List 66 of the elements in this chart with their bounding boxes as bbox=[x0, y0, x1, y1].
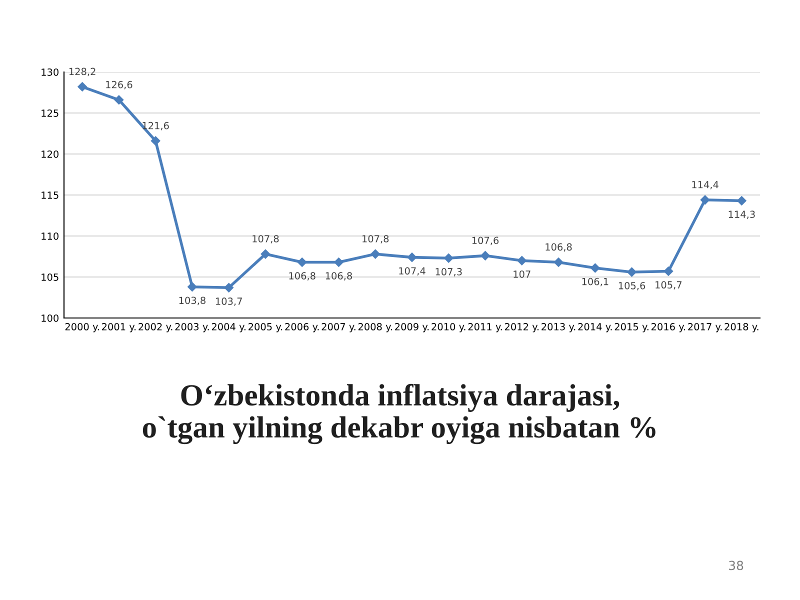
data-label: 107,8 bbox=[362, 235, 389, 244]
x-tick-label: 2013 y. bbox=[542, 323, 576, 332]
point bbox=[150, 136, 160, 146]
text: 38 bbox=[729, 560, 744, 570]
data-label: 107 bbox=[514, 270, 530, 278]
data-label: 105,7 bbox=[656, 281, 682, 290]
y-tick-label: 120 bbox=[42, 150, 58, 158]
data-label: 107,4 bbox=[399, 267, 426, 276]
point bbox=[554, 258, 564, 267]
point bbox=[370, 249, 380, 259]
x-tick-label: 2000 y. bbox=[65, 323, 99, 332]
data-label: 114,3 bbox=[728, 210, 755, 219]
x-tick-label: 2004 y. bbox=[212, 323, 246, 332]
data-label: 106,8 bbox=[289, 272, 316, 280]
y-tick-label: 130 bbox=[42, 68, 58, 76]
data-label: 103,8 bbox=[179, 296, 206, 306]
data-label: 128,2 bbox=[69, 68, 96, 76]
y-tick-label: 105 bbox=[42, 273, 58, 281]
data-label: 126,6 bbox=[106, 80, 132, 90]
y-tick-label: 115 bbox=[42, 192, 58, 199]
x-tick-label: 2002 y. bbox=[138, 323, 172, 332]
point bbox=[700, 195, 710, 205]
data-label: 114,4 bbox=[692, 181, 718, 190]
data-label: 106,8 bbox=[326, 272, 352, 280]
y-tick-label: 100 bbox=[42, 314, 58, 322]
data-label: 106,1 bbox=[582, 278, 608, 286]
y-tick-label: 110 bbox=[42, 232, 58, 240]
data-label: 107,6 bbox=[472, 236, 499, 246]
point bbox=[737, 196, 746, 206]
point bbox=[188, 282, 197, 292]
point bbox=[664, 266, 674, 276]
x-tick-label: 2007 y. bbox=[322, 323, 356, 332]
x-tick-label: 2008 y. bbox=[358, 323, 392, 332]
x-tick-label: 2003 y. bbox=[175, 323, 209, 332]
x-tick-label: 2010 y. bbox=[432, 323, 466, 332]
x-tick-label: 2014 y. bbox=[578, 323, 612, 332]
point bbox=[627, 267, 636, 277]
x-tick-label: 2012 y. bbox=[504, 323, 538, 332]
point bbox=[590, 263, 600, 273]
x-tick-label: 2018 y. bbox=[724, 323, 758, 332]
data-label: 106,8 bbox=[546, 243, 572, 252]
point bbox=[480, 251, 490, 260]
point bbox=[517, 256, 527, 266]
data-label: 107,8 bbox=[252, 235, 279, 244]
point bbox=[78, 82, 87, 92]
x-tick-label: 2001 y. bbox=[102, 323, 136, 332]
y-tick-label: 125 bbox=[42, 109, 58, 117]
x-tick-label: 2009 y. bbox=[395, 323, 429, 332]
x-tick-label: 2011 y. bbox=[468, 323, 502, 332]
x-tick-label: 2005 y. bbox=[248, 323, 282, 332]
data-label: 121,6 bbox=[142, 122, 169, 130]
point bbox=[334, 258, 344, 267]
point bbox=[224, 283, 234, 292]
x-tick-label: 2017 y. bbox=[688, 323, 722, 332]
point bbox=[260, 249, 270, 259]
x-tick-label: 2006 y. bbox=[285, 323, 319, 332]
data-label: 103,7 bbox=[216, 298, 242, 306]
x-tick-label: 2015 y. bbox=[614, 323, 648, 332]
x-tick-label: 2016 y. bbox=[651, 323, 686, 332]
text: O‘zbekistonda inflatsiya darajasi, o`tgan yilning dekabr oyiga nisbatan % bbox=[142, 384, 656, 444]
point bbox=[407, 252, 417, 262]
point bbox=[444, 254, 454, 263]
data-label: 107,3 bbox=[436, 268, 462, 276]
data-label: 105,6 bbox=[618, 282, 646, 290]
point bbox=[114, 95, 124, 105]
point bbox=[297, 258, 307, 267]
